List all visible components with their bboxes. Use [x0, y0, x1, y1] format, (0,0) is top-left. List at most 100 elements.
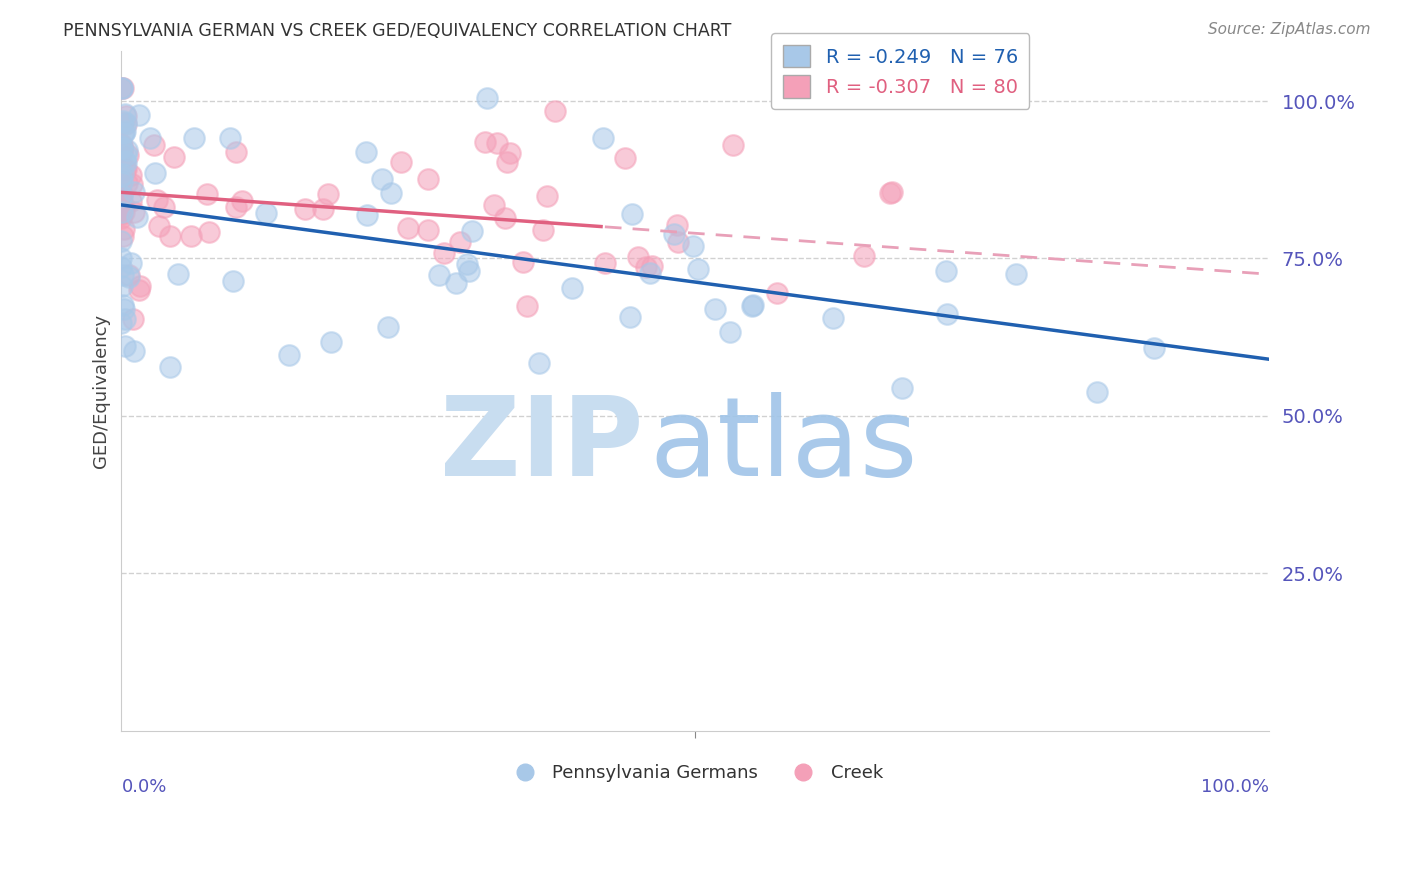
Point — [111, 81, 134, 95]
Point — [475, 91, 498, 105]
Point — [180, 228, 202, 243]
Point — [458, 264, 481, 278]
Point — [114, 156, 136, 170]
Point — [319, 334, 342, 349]
Point — [143, 166, 166, 180]
Point — [183, 131, 205, 145]
Point — [110, 81, 132, 95]
Point — [110, 141, 132, 155]
Point — [112, 115, 135, 129]
Point — [936, 307, 959, 321]
Point — [111, 279, 134, 293]
Point — [111, 81, 134, 95]
Point — [114, 161, 136, 176]
Point — [723, 137, 745, 152]
Point — [666, 235, 689, 249]
Point — [148, 219, 170, 234]
Y-axis label: GED/Equivalency: GED/Equivalency — [93, 314, 110, 467]
Point — [114, 124, 136, 138]
Point — [110, 205, 132, 219]
Point — [474, 135, 496, 149]
Point — [110, 140, 132, 154]
Point — [110, 234, 132, 248]
Point — [225, 200, 247, 214]
Point — [935, 264, 957, 278]
Text: PENNSYLVANIA GERMAN VS CREEK GED/EQUIVALENCY CORRELATION CHART: PENNSYLVANIA GERMAN VS CREEK GED/EQUIVAL… — [63, 22, 731, 40]
Point — [153, 200, 176, 214]
Point — [112, 199, 135, 213]
Point — [449, 235, 471, 249]
Point — [111, 201, 134, 215]
Point — [666, 218, 689, 232]
Point — [254, 206, 277, 220]
Point — [114, 107, 136, 121]
Point — [111, 137, 134, 152]
Point — [110, 199, 132, 213]
Point — [377, 319, 399, 334]
Point — [111, 268, 134, 283]
Point — [139, 131, 162, 145]
Point — [112, 81, 135, 95]
Point — [122, 185, 145, 199]
Point — [111, 228, 134, 243]
Point — [115, 116, 138, 130]
Point — [118, 270, 141, 285]
Point — [433, 246, 456, 260]
Point — [142, 138, 165, 153]
Point — [110, 140, 132, 154]
Point — [115, 144, 138, 158]
Point — [128, 283, 150, 297]
Point — [485, 136, 508, 151]
Point — [494, 211, 516, 226]
Point — [167, 267, 190, 281]
Point — [146, 193, 169, 207]
Text: atlas: atlas — [650, 392, 918, 499]
Point — [110, 251, 132, 265]
Point — [543, 103, 565, 118]
Point — [111, 144, 134, 158]
Point — [111, 205, 134, 219]
Point — [456, 257, 478, 271]
Point — [312, 202, 335, 216]
Point — [128, 108, 150, 122]
Point — [197, 225, 219, 239]
Point — [638, 266, 661, 280]
Point — [512, 254, 534, 268]
Point — [742, 297, 765, 311]
Point — [356, 208, 378, 222]
Point — [111, 207, 134, 221]
Point — [115, 109, 138, 123]
Point — [114, 117, 136, 131]
Point — [115, 148, 138, 162]
Point — [122, 343, 145, 358]
Point — [852, 249, 875, 263]
Point — [222, 274, 245, 288]
Point — [195, 186, 218, 201]
Point — [499, 146, 522, 161]
Point — [159, 229, 181, 244]
Point — [129, 279, 152, 293]
Point — [371, 171, 394, 186]
Point — [110, 136, 132, 151]
Point — [112, 126, 135, 140]
Point — [1085, 384, 1108, 399]
Point — [114, 311, 136, 326]
Point — [718, 325, 741, 339]
Point — [110, 188, 132, 202]
Point — [741, 299, 763, 313]
Point — [110, 211, 132, 225]
Point — [416, 171, 439, 186]
Point — [114, 161, 136, 176]
Point — [619, 310, 641, 324]
Point — [110, 169, 132, 183]
Point — [766, 286, 789, 301]
Point — [117, 176, 139, 190]
Point — [682, 239, 704, 253]
Point — [112, 222, 135, 236]
Point — [627, 250, 650, 264]
Point — [278, 348, 301, 362]
Point — [593, 256, 616, 270]
Point — [561, 281, 583, 295]
Point — [112, 126, 135, 140]
Point — [125, 210, 148, 224]
